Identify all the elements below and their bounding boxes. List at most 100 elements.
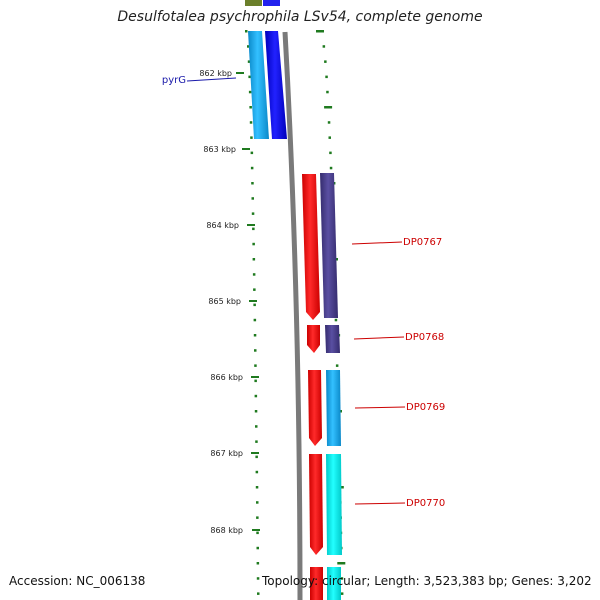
inner-track-dot <box>335 364 339 367</box>
minor-tick-dot <box>253 288 256 291</box>
tick-864-kbp: 864 kbp <box>206 221 255 230</box>
minor-tick-dot <box>250 136 253 139</box>
tick-label: 864 kbp <box>206 221 239 230</box>
cog-blue-feature-top <box>263 0 280 6</box>
DP0771-cds-feature <box>310 567 323 600</box>
gene-labels: pyrG DP0767 DP0768 DP0769 DP0770 <box>162 75 445 509</box>
tick-label: 863 kbp <box>203 145 236 154</box>
map-title: Desulfotalea psychrophila LSv54, complet… <box>117 9 483 25</box>
minor-tick-dot <box>256 501 259 504</box>
outer-tick-dots <box>245 30 260 595</box>
tick-866-kbp: 866 kbp <box>210 373 259 382</box>
tick-label: 867 kbp <box>210 449 243 458</box>
inner-track-dot <box>329 166 333 170</box>
gene-label-text: DP0767 <box>403 237 442 248</box>
minor-tick-dot <box>254 410 258 413</box>
inner-track-dot <box>324 106 333 109</box>
tick-865-kbp: 865 kbp <box>208 297 257 306</box>
minor-tick-dot <box>251 182 254 185</box>
inner-track-dot <box>328 136 331 139</box>
minor-tick-dot <box>255 486 259 489</box>
pyrG-cog-blue-feature <box>265 31 287 139</box>
gene-label-DP0769[interactable]: DP0769 <box>354 402 445 413</box>
minor-tick-dot <box>253 318 257 322</box>
minor-tick-dot <box>254 349 257 352</box>
minor-tick-dot <box>249 106 252 109</box>
inner-track-dot <box>327 121 331 124</box>
DP0768-cds-arrow <box>307 325 320 353</box>
minor-tick-dot <box>256 577 260 580</box>
position-ticks: 862 kbp 863 kbp 864 kbp 865 kbp 866 kbp … <box>199 69 260 535</box>
pyrG-cog-sky-feature <box>248 31 269 139</box>
minor-tick-dot <box>250 166 254 170</box>
minor-tick-dot <box>256 516 259 519</box>
minor-tick-dot <box>248 90 252 94</box>
tick-863-kbp: 863 kbp <box>203 145 250 154</box>
feature-track <box>245 0 342 600</box>
tick-862-kbp: 862 kbp <box>199 69 244 78</box>
inner-track-dot <box>329 151 332 155</box>
gene-label-text: DP0768 <box>405 332 444 343</box>
gene-label-DP0768[interactable]: DP0768 <box>353 332 444 343</box>
DP0767-cds-arrow <box>302 174 320 320</box>
inner-track-dot <box>340 577 344 580</box>
minor-tick-dot <box>253 334 257 337</box>
minor-tick-dot <box>254 379 257 383</box>
minor-tick-dot <box>251 212 255 215</box>
tick-label: 866 kbp <box>210 373 243 382</box>
DP0770-cds-arrow <box>309 454 323 555</box>
minor-tick-dot <box>252 258 256 261</box>
tick-label: 862 kbp <box>199 69 232 78</box>
DP0769-cds-arrow <box>308 370 322 446</box>
minor-tick-dot <box>248 75 251 79</box>
tick-label: 865 kbp <box>208 297 241 306</box>
minor-tick-dot <box>250 151 254 155</box>
gene-label-text: DP0770 <box>406 498 445 509</box>
DP0769-cog-sky-feature <box>326 370 341 446</box>
minor-tick-dot <box>256 562 260 565</box>
minor-tick-dot <box>256 531 259 535</box>
inner-track-dot <box>325 75 328 79</box>
genome-backbone <box>282 31 303 600</box>
minor-tick-dot <box>255 455 258 459</box>
minor-tick-dot <box>256 546 259 550</box>
tick-867-kbp: 867 kbp <box>210 449 259 458</box>
minor-tick-dot <box>252 227 255 231</box>
minor-tick-dot <box>245 30 248 33</box>
inner-track-dot <box>324 60 327 63</box>
inner-track-dot <box>337 562 346 565</box>
minor-tick-dot <box>257 592 260 595</box>
minor-tick-dot <box>247 45 250 48</box>
gene-label-text: DP0769 <box>406 402 445 413</box>
cog-olive-feature <box>245 0 262 6</box>
gene-label-pyrG[interactable]: pyrG <box>162 75 237 86</box>
minor-tick-dot <box>254 394 258 398</box>
tick-868-kbp: 868 kbp <box>210 526 260 535</box>
gene-label-DP0767[interactable]: DP0767 <box>351 237 442 248</box>
minor-tick-dot <box>252 242 255 246</box>
minor-tick-dot <box>247 60 251 63</box>
DP0771-cog-cyan-feature <box>327 567 341 600</box>
gene-label-text: pyrG <box>162 75 186 86</box>
minor-tick-dot <box>254 364 257 367</box>
minor-tick-dot <box>255 425 258 428</box>
minor-tick-dot <box>255 440 258 443</box>
DP0770-cog-cyan-feature <box>326 454 342 555</box>
inner-track-dot <box>322 45 326 48</box>
minor-tick-dot <box>255 470 259 474</box>
minor-tick-dot <box>251 197 254 200</box>
genome-summary-label: Topology: circular; Length: 3,523,383 bp… <box>262 574 592 588</box>
DP0768-cog-purple-feature <box>325 325 340 353</box>
inner-track-dot <box>316 30 324 33</box>
accession-label: Accession: NC_006138 <box>9 574 146 588</box>
minor-tick-dot <box>253 303 256 307</box>
inner-track-dot <box>334 318 338 322</box>
inner-track-dot <box>340 592 344 595</box>
minor-tick-dot <box>252 273 256 276</box>
tick-label: 868 kbp <box>210 526 243 535</box>
minor-tick-dot <box>249 121 253 124</box>
DP0767-cog-purple-feature <box>320 173 338 318</box>
gene-label-DP0770[interactable]: DP0770 <box>354 498 445 509</box>
inner-track-dot <box>326 90 329 94</box>
